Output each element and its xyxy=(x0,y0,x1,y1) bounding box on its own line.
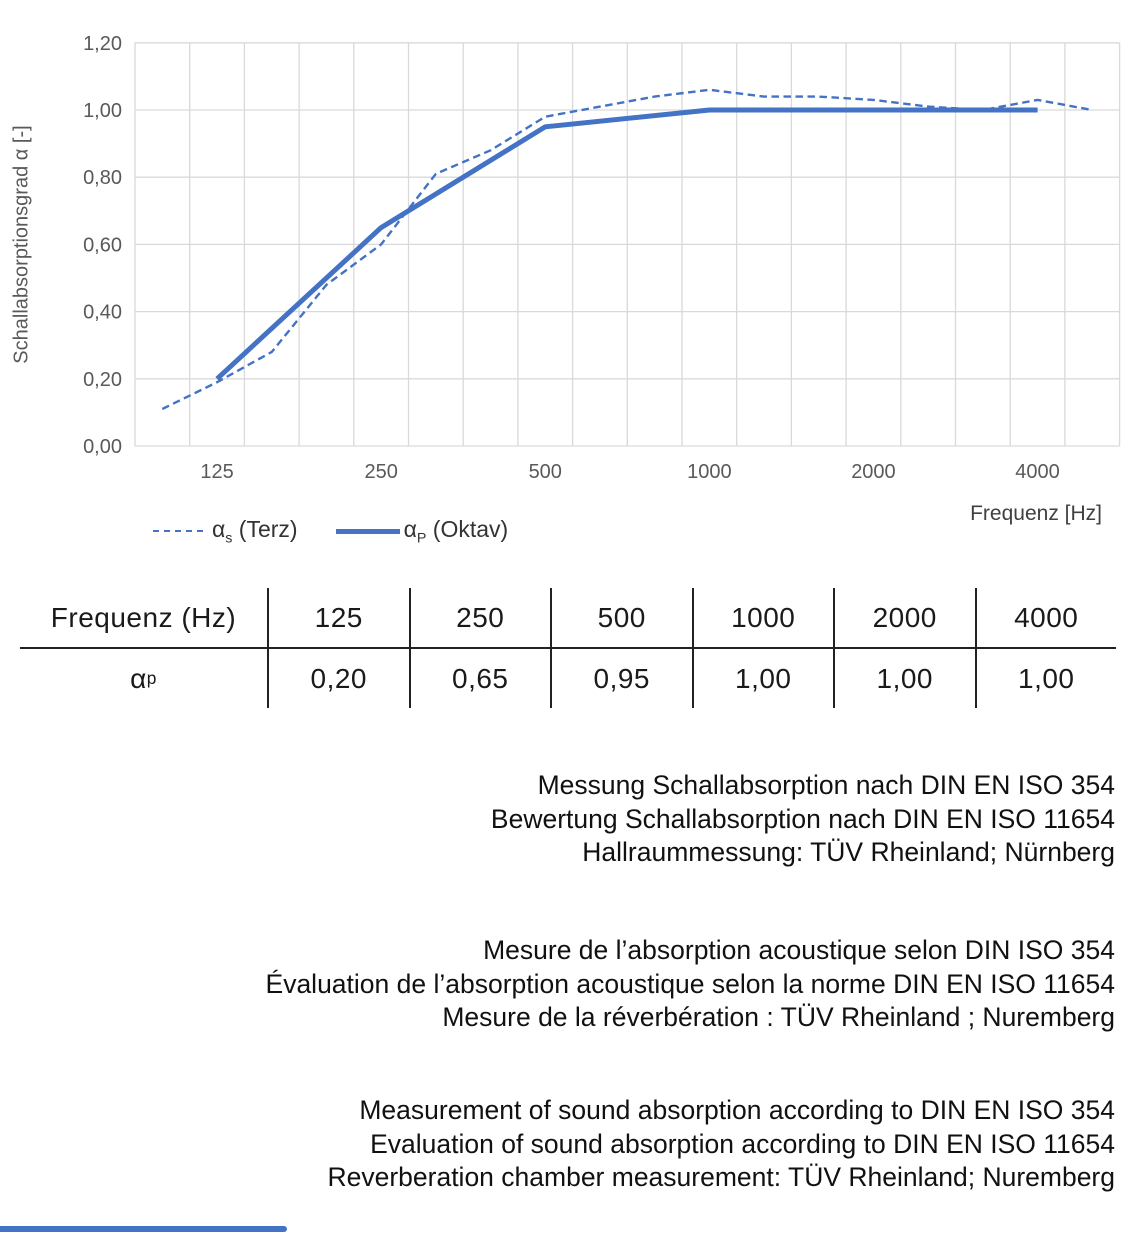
x-tick-label: 1000 xyxy=(687,461,732,483)
chart-legend: αs (Terz) αP (Oktav) xyxy=(153,516,508,547)
table-header-cell: 500 xyxy=(550,588,692,649)
note-line: Reverberation chamber measurement: TÜV R… xyxy=(327,1162,1115,1192)
series-alpha-s-line xyxy=(161,88,1093,411)
y-tick-label: 1,00 xyxy=(83,100,122,122)
table-header-cell: 1000 xyxy=(691,588,833,649)
y-tick-label: 1,20 xyxy=(83,33,122,55)
series-alpha-p-line xyxy=(215,107,1038,381)
note-block-german: Messung Schallabsorption nach DIN EN ISO… xyxy=(491,769,1115,870)
y-tick-label: 0,00 xyxy=(83,436,122,458)
table-value-cell: 1,00 xyxy=(691,649,834,708)
note-line: Measurement of sound absorption accordin… xyxy=(359,1095,1115,1125)
table-header-cell: 125 xyxy=(267,588,409,649)
solid-line-sample xyxy=(335,528,400,534)
x-tick-label: 500 xyxy=(529,461,562,483)
table-header-cell: 4000 xyxy=(974,588,1116,649)
table-value-cell: 0,20 xyxy=(267,649,409,708)
table-value-cell: 1,00 xyxy=(833,649,975,708)
legend-label-alpha-s: αs (Terz) xyxy=(212,516,298,547)
note-block-english: Measurement of sound absorption accordin… xyxy=(327,1094,1115,1195)
legend-label-alpha-p: αP (Oktav) xyxy=(403,516,509,547)
x-tick-label: 2000 xyxy=(851,461,896,483)
x-tick-label: 4000 xyxy=(1015,461,1060,483)
legend-item-alpha-p: αP (Oktav) xyxy=(335,516,509,547)
table-header-cell: Frequenz (Hz) xyxy=(20,588,267,649)
note-line: Mesure de l’absorption acoustique selon … xyxy=(483,935,1115,965)
x-tick-label: 125 xyxy=(200,461,233,483)
x-axis-title: Frequenz [Hz] xyxy=(970,502,1102,525)
note-line: Evaluation of sound absorption according… xyxy=(370,1128,1115,1159)
y-tick-label: 0,80 xyxy=(83,167,122,189)
table-value-cell: 0,65 xyxy=(408,649,551,708)
y-tick-label: 0,20 xyxy=(83,369,122,391)
absorption-table: Frequenz (Hz) 125 250 500 1000 2000 4000… xyxy=(20,588,1116,708)
table-value-cell: 0,95 xyxy=(550,649,692,708)
x-tick-label: 250 xyxy=(364,461,397,483)
dashed-line-sample xyxy=(153,530,203,533)
legend-item-alpha-s: αs (Terz) xyxy=(153,516,298,547)
table-value-cell: 1,00 xyxy=(974,649,1117,708)
note-line: Messung Schallabsorption nach DIN EN ISO… xyxy=(537,770,1115,800)
note-block-french: Mesure de l’absorption acoustique selon … xyxy=(266,934,1115,1035)
absorption-chart: 0,00 0,20 0,40 0,60 0,80 1,00 1,20 125 250 500 100… xyxy=(83,33,1121,483)
y-axis-title: Schallabsorptionsgrad α [-] xyxy=(10,125,33,364)
y-tick-label: 0,40 xyxy=(83,302,122,324)
table-header-cell: 2000 xyxy=(833,588,975,649)
y-tick-label: 0,60 xyxy=(83,234,122,256)
table-header-cell: 250 xyxy=(408,588,550,649)
note-line: Hallraummessung: TÜV Rheinland; Nürnberg xyxy=(582,837,1115,867)
note-line: Mesure de la réverbération : TÜV Rheinla… xyxy=(442,1002,1115,1032)
note-line: Évaluation de l’absorption acoustique se… xyxy=(265,968,1115,999)
footer-accent-bar xyxy=(0,1226,287,1232)
note-line: Bewertung Schallabsorption nach DIN EN I… xyxy=(490,803,1115,834)
